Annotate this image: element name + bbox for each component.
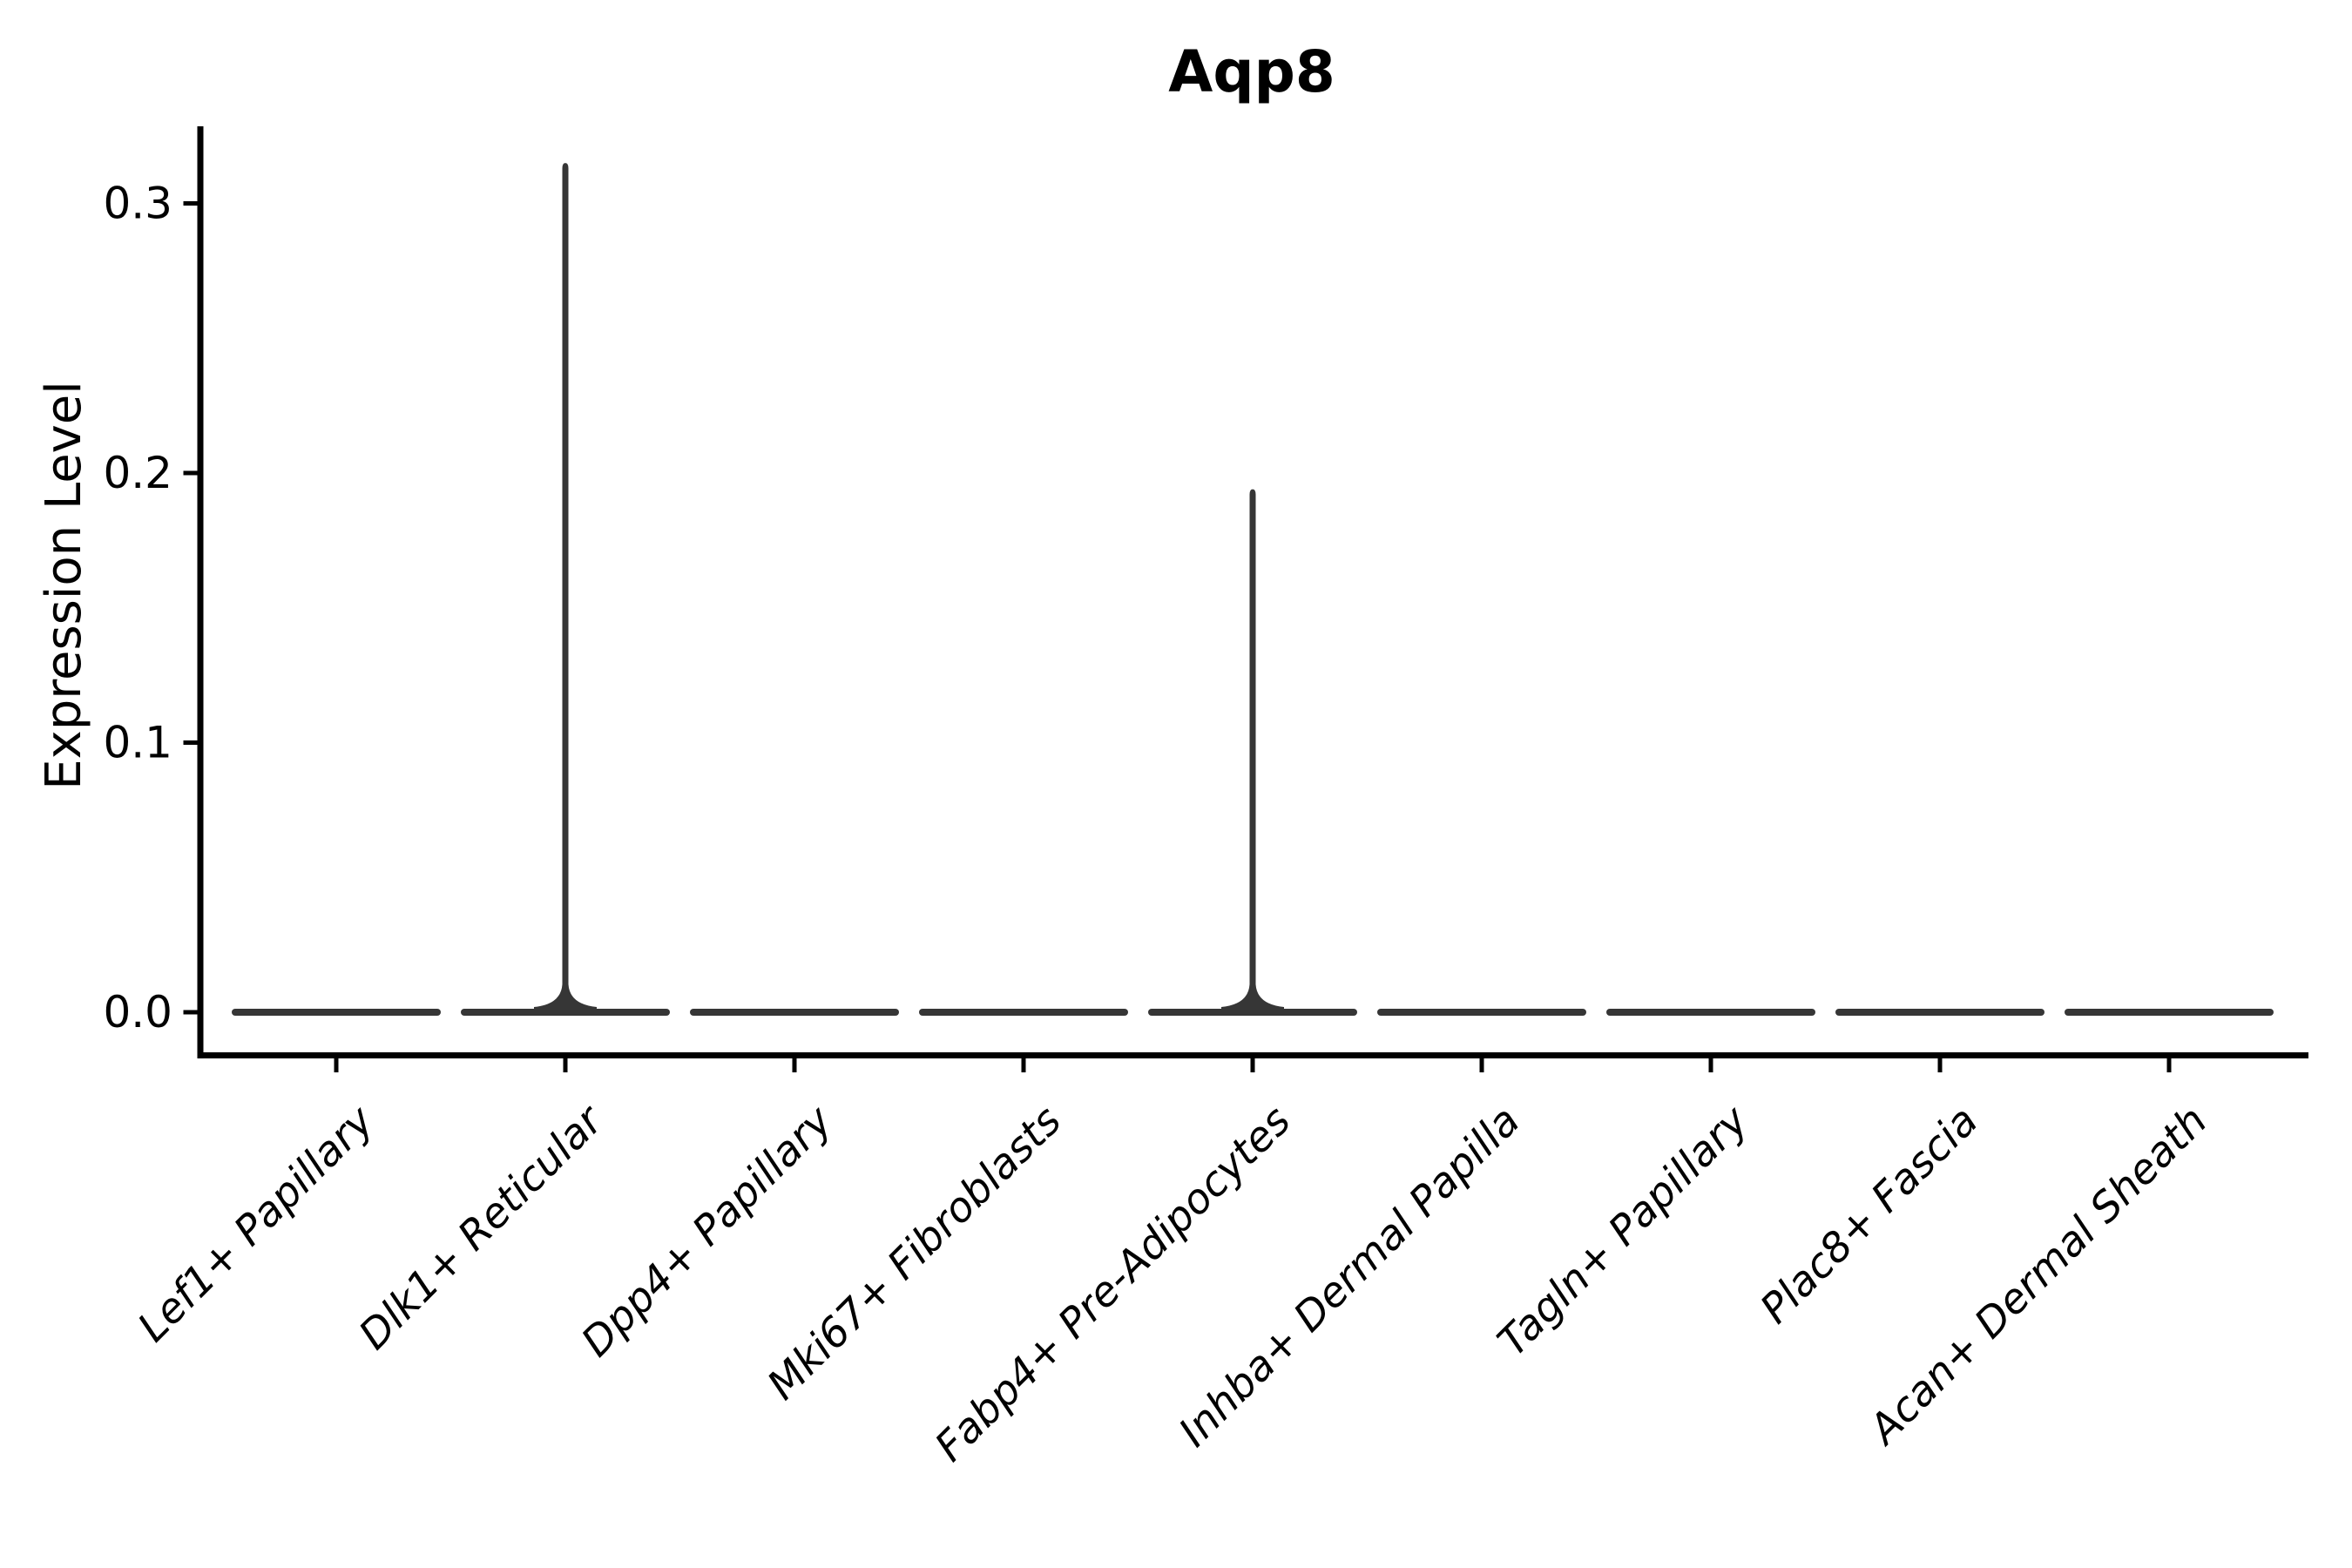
x-tick-mark — [1708, 1058, 1713, 1073]
x-tick-mark — [334, 1058, 339, 1073]
x-tick-mark — [1021, 1058, 1026, 1073]
violin-body — [690, 1009, 899, 1016]
violin-body — [919, 1009, 1128, 1016]
violin-body — [1377, 1009, 1586, 1016]
y-axis-spine — [197, 125, 204, 1059]
violin-body — [232, 1009, 441, 1016]
y-tick-label: 0.2 — [103, 448, 172, 498]
violin-spike — [1221, 489, 1284, 1012]
y-tick-mark — [183, 740, 198, 745]
x-tick-mark — [2166, 1058, 2172, 1073]
violin-body — [1835, 1009, 2044, 1016]
y-tick-mark — [183, 470, 198, 476]
y-tick-mark — [183, 1010, 198, 1015]
x-tick-mark — [1479, 1058, 1484, 1073]
x-axis-spine — [197, 1052, 2308, 1059]
x-tick-mark — [563, 1058, 568, 1073]
violin-body — [2065, 1009, 2274, 1016]
y-tick-label: 0.3 — [103, 179, 172, 229]
y-tick-mark — [183, 201, 198, 206]
x-tick-mark — [792, 1058, 797, 1073]
violin-spike — [534, 163, 597, 1012]
x-tick-mark — [1937, 1058, 1943, 1073]
violin-body — [1606, 1009, 1815, 1016]
x-tick-mark — [1250, 1058, 1255, 1073]
plot-title: Aqp8 — [1168, 38, 1335, 105]
y-tick-label: 0.1 — [103, 718, 172, 768]
y-tick-label: 0.0 — [103, 987, 172, 1037]
